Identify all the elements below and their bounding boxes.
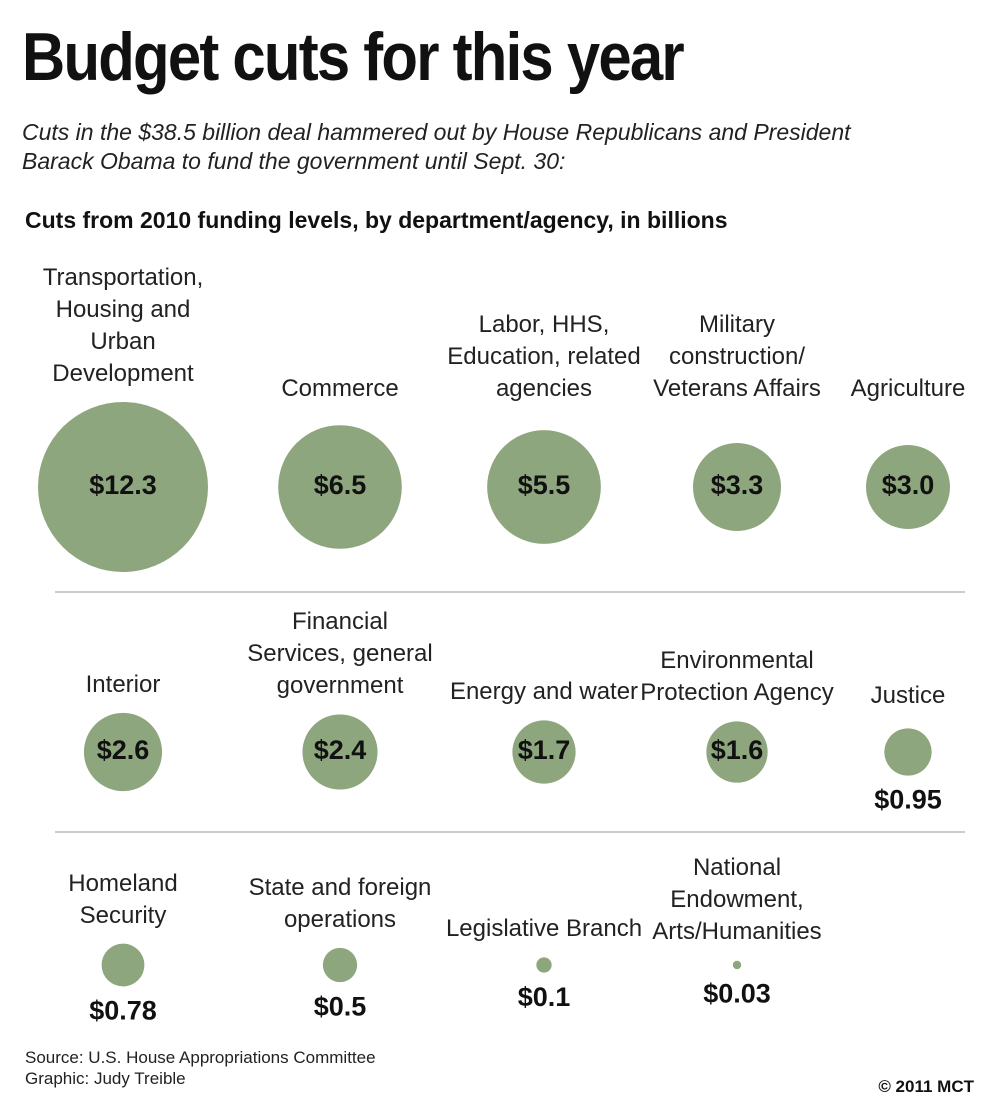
category-label: Legislative Branch xyxy=(445,915,643,943)
copyright: © 2011 MCT xyxy=(878,1077,974,1096)
category-label: Energy and water xyxy=(449,678,639,706)
bubble xyxy=(866,445,950,529)
bubble xyxy=(706,721,768,783)
value-label: $3.3 xyxy=(711,470,764,500)
category-label: Financial Services, general government xyxy=(247,608,433,700)
value-label: $6.5 xyxy=(314,470,367,500)
value-label: $2.4 xyxy=(314,735,367,765)
bubble xyxy=(692,442,782,532)
value-label: $0.95 xyxy=(874,785,942,815)
chart-subtitle: Cuts in the $38.5 billion deal hammered … xyxy=(22,119,851,174)
bubble xyxy=(83,712,163,792)
category-label: Labor, HHS, Education, related agencies xyxy=(447,311,641,402)
category-label: Transportation, Housing and Urban Develo… xyxy=(42,264,204,387)
bubble xyxy=(732,960,742,970)
value-label: $0.78 xyxy=(89,996,157,1026)
bubble xyxy=(884,728,932,776)
source-note: Source: U.S. House Appropriations Commit… xyxy=(25,1048,376,1067)
value-label: $5.5 xyxy=(518,470,571,500)
bubble xyxy=(536,957,552,973)
bubble xyxy=(302,714,378,790)
category-label: Justice xyxy=(870,682,946,709)
value-label: $2.6 xyxy=(97,735,150,765)
value-label: $0.03 xyxy=(703,978,771,1008)
chart-heading: Cuts from 2010 funding levels, by depart… xyxy=(25,207,728,233)
value-label: $0.1 xyxy=(518,982,571,1012)
value-label: $3.0 xyxy=(882,470,935,500)
bubble xyxy=(101,943,145,987)
bubble xyxy=(487,430,601,544)
value-label: $12.3 xyxy=(89,470,157,500)
bubble xyxy=(322,947,358,983)
value-label: $1.6 xyxy=(711,735,764,765)
category-label: Homeland Security xyxy=(68,869,178,929)
category-label: Agriculture xyxy=(850,375,966,402)
category-label: Environmental Protection Agency xyxy=(640,647,834,707)
bubble xyxy=(38,402,208,572)
category-label: Interior xyxy=(85,670,161,698)
category-label: State and foreign operations xyxy=(248,873,432,933)
bubble xyxy=(512,720,576,784)
category-label: Military construction/ Veterans Affairs xyxy=(653,311,821,402)
category-label: Commerce xyxy=(281,375,399,402)
category-label: National Endowment, Arts/Humanities xyxy=(652,854,822,945)
chart-title: Budget cuts for this year xyxy=(22,19,685,95)
credit-note: Graphic: Judy Treible xyxy=(25,1069,186,1088)
value-label: $1.7 xyxy=(518,735,571,765)
value-label: $0.5 xyxy=(314,991,367,1021)
bubble xyxy=(278,425,402,549)
